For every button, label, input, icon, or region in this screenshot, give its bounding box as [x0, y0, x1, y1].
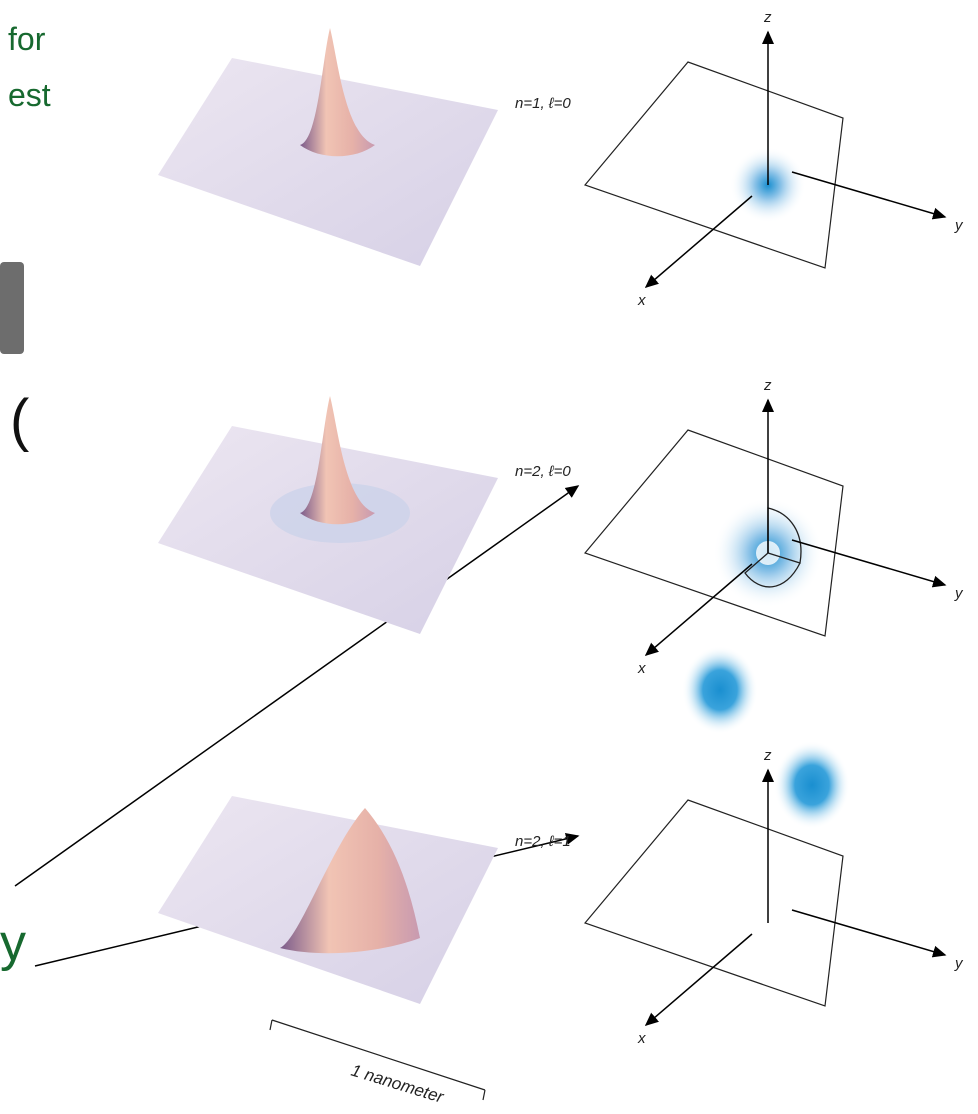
axis-label: y [954, 585, 964, 602]
orbital-panel: n=2, ℓ=0 z y x [158, 377, 964, 677]
orbital-panel: n=2, ℓ=1 z y x [158, 646, 964, 1047]
y-axis [792, 172, 945, 217]
axis-label: z [763, 9, 772, 26]
x-axis [646, 564, 752, 655]
slide-text: est [8, 77, 51, 113]
axes-plane [585, 800, 843, 1006]
axis-label: z [763, 747, 772, 764]
axis-label: x [637, 292, 646, 309]
orbital-lobe [774, 741, 850, 829]
y-axis [792, 910, 945, 955]
axis-label: x [637, 660, 646, 677]
axes-plane [585, 62, 843, 268]
state-label: n=2, ℓ=0 [515, 463, 571, 480]
orbital-panel: n=1, ℓ=0 z y x [158, 9, 964, 309]
x-axis [646, 196, 752, 287]
state-label: n=2, ℓ=1 [515, 833, 571, 850]
slide: for est ( y 1 nanometer n=1, ℓ=0zyxn=2, … [0, 0, 978, 1114]
image-fragment [0, 262, 24, 354]
state-label: n=1, ℓ=0 [515, 95, 571, 112]
scale-bar [270, 1020, 485, 1100]
slide-text: for [8, 21, 46, 57]
orbital-lobe [682, 646, 758, 734]
slide-text: y [0, 914, 26, 972]
axis-label: x [637, 1030, 646, 1047]
slide-text: ( [10, 388, 29, 453]
x-axis [646, 934, 752, 1025]
scale-label: 1 nanometer [349, 1061, 447, 1107]
axis-label: y [954, 217, 964, 234]
axis-label: y [954, 955, 964, 972]
axis-label: z [763, 377, 772, 394]
